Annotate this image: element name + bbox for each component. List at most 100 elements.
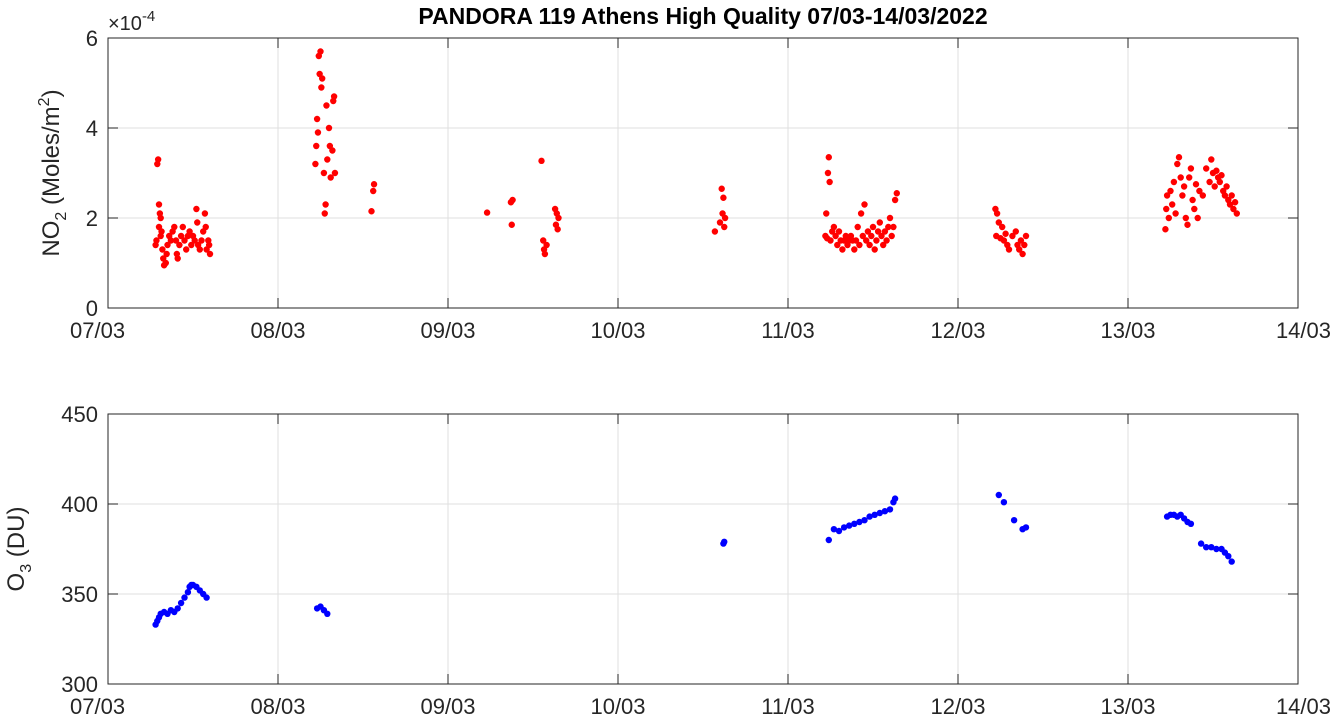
no2-data-point — [174, 255, 181, 262]
o3-data-point — [825, 536, 832, 544]
no2-data-point — [995, 219, 1002, 226]
no2-data-point — [198, 237, 205, 244]
o3-data-point — [1228, 558, 1235, 565]
no2-data-point — [1019, 250, 1026, 258]
o3-data-point — [886, 506, 894, 513]
no2-data-point — [554, 226, 561, 233]
no2-data-point — [329, 147, 336, 154]
no2-data-point — [876, 219, 883, 226]
no2-data-point — [1165, 214, 1173, 222]
no2-data-point — [1174, 160, 1181, 168]
no2-data-point — [321, 210, 328, 217]
no2-data-point — [1194, 214, 1201, 222]
no2-data-point — [1211, 183, 1218, 190]
no2-xtick-label: 10/03 — [590, 318, 645, 343]
no2-data-point — [323, 102, 330, 109]
no2-ytick-label: 2 — [86, 206, 98, 231]
no2-data-point — [874, 228, 882, 235]
o3-data-point — [184, 589, 192, 596]
no2-data-point — [1170, 178, 1178, 186]
no2-data-point — [370, 181, 378, 188]
o3-data-point — [324, 610, 331, 617]
o3-ticks: 07/03 08/03 09/03 10/03 11/03 12/03 13/03 14/03… — [61, 402, 1331, 719]
no2-data-point — [1208, 156, 1215, 163]
no2-data-point — [370, 187, 377, 195]
no2-data-point — [313, 142, 320, 150]
no2-data-point — [999, 223, 1006, 231]
no2-data-point — [1163, 205, 1170, 213]
no2-data-point — [716, 219, 724, 226]
no2-data-point — [827, 237, 834, 244]
no2-data-point — [1017, 237, 1025, 244]
no2-data-point — [1189, 196, 1196, 204]
o3-data-point — [1187, 520, 1195, 527]
no2-data-point — [159, 246, 166, 253]
no2-data-point — [194, 219, 201, 226]
o3-data-point — [181, 594, 188, 601]
o3-xtick-label: 13/03 — [1100, 694, 1155, 719]
no2-data-point — [318, 84, 325, 91]
no2-data-point — [154, 156, 162, 163]
no2-data-point — [859, 232, 866, 240]
o3-points — [152, 491, 1235, 628]
no2-data-point — [880, 241, 887, 249]
no2-data-point — [863, 237, 870, 244]
no2-data-point — [1206, 178, 1213, 186]
o3-data-point — [871, 511, 878, 518]
no2-ytick-label: 4 — [86, 116, 98, 141]
no2-xtick-label: 11/03 — [761, 318, 814, 343]
no2-data-point — [319, 75, 326, 82]
no2-data-point — [1182, 214, 1190, 222]
no2-data-point — [1231, 199, 1239, 206]
no2-data-point — [201, 210, 209, 217]
no2-xtick-label: 14/03 — [1276, 318, 1331, 343]
no2-data-point — [839, 246, 846, 253]
no2-data-point — [1162, 226, 1169, 233]
o3-xtick-label: 07/03 — [70, 694, 125, 719]
no2-data-point — [825, 154, 832, 161]
no2-data-point — [508, 221, 515, 228]
o3-data-point — [891, 495, 899, 502]
o3-ytick-label: 300 — [61, 672, 98, 697]
figure-title: PANDORA 119 Athens High Quality 07/03-14… — [418, 3, 987, 29]
no2-data-point — [711, 228, 719, 235]
no2-data-point — [314, 129, 322, 136]
no2-data-point — [824, 169, 832, 177]
no2-data-point — [324, 156, 331, 163]
no2-data-point — [196, 246, 203, 253]
no2-data-point — [871, 246, 878, 253]
o3-data-point — [835, 527, 843, 535]
o3-data-point — [1213, 545, 1220, 553]
no2-points — [152, 48, 1241, 269]
no2-data-point — [835, 228, 843, 235]
no2-data-point — [826, 178, 833, 186]
no2-xtick-label: 08/03 — [250, 318, 305, 343]
o3-data-point — [856, 518, 863, 526]
o3-xtick-label: 12/03 — [930, 694, 985, 719]
no2-data-point — [852, 237, 860, 244]
no2-data-point — [823, 210, 830, 217]
o3-data-point — [721, 538, 728, 545]
o3-xtick-label: 08/03 — [250, 694, 305, 719]
no2-data-point — [857, 210, 865, 217]
no2-data-point — [1175, 154, 1183, 161]
no2-data-point — [322, 201, 329, 208]
no2-data-point — [873, 237, 880, 244]
no2-data-point — [1196, 187, 1203, 195]
o3-xtick-label: 14/03 — [1276, 694, 1331, 719]
no2-data-point — [325, 124, 333, 132]
no2-data-point — [368, 208, 375, 215]
no2-data-point — [320, 169, 328, 177]
no2-data-point — [202, 223, 209, 231]
no2-data-point — [854, 223, 861, 231]
no2-data-point — [993, 210, 1001, 217]
o3-data-point — [1203, 544, 1210, 551]
o3-data-point — [203, 594, 210, 601]
no2-data-point — [1179, 192, 1186, 199]
o3-data-point — [846, 522, 853, 529]
no2-data-point — [1223, 183, 1230, 190]
no2-data-point — [1005, 246, 1013, 253]
no2-data-point — [851, 246, 858, 253]
no2-data-point — [1016, 246, 1023, 253]
no2-xtick-label: 12/03 — [930, 318, 985, 343]
